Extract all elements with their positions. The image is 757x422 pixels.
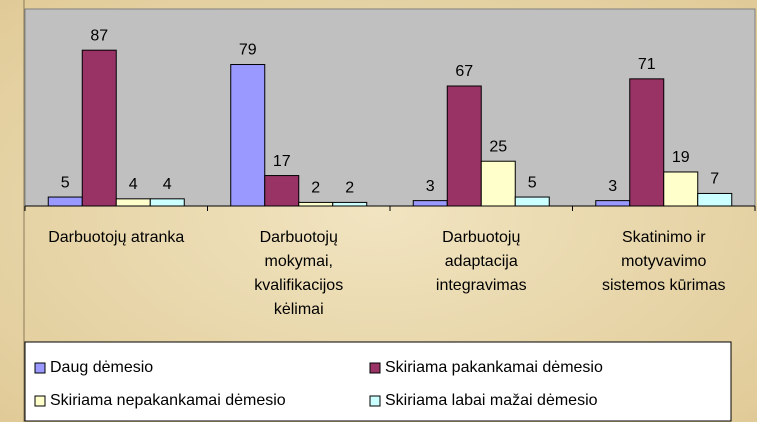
bar xyxy=(595,200,631,207)
data-label: 79 xyxy=(239,42,257,59)
bar xyxy=(298,201,334,207)
legend-swatch xyxy=(369,362,381,374)
data-label: 5 xyxy=(61,174,70,191)
bar xyxy=(514,196,550,207)
data-label: 17 xyxy=(273,153,291,170)
bar xyxy=(480,160,516,207)
data-label: 3 xyxy=(426,178,435,195)
bar xyxy=(115,198,151,207)
bar xyxy=(697,192,733,207)
data-label: 87 xyxy=(90,27,108,44)
legend-swatch xyxy=(34,362,46,374)
data-label: 25 xyxy=(489,138,507,155)
x-tick-label: Darbuotojų atranka xyxy=(48,229,184,246)
bar xyxy=(81,49,117,207)
data-label: 7 xyxy=(710,171,719,188)
data-label: 2 xyxy=(345,180,354,197)
legend-swatch xyxy=(34,395,46,407)
data-label: 67 xyxy=(455,63,473,80)
bar xyxy=(332,201,368,207)
x-tick-label: adaptacija xyxy=(445,253,518,270)
x-tick-label: Darbuotojų xyxy=(442,229,520,246)
legend-label: Skiriama pakankamai dėmesio xyxy=(385,359,603,376)
data-label: 4 xyxy=(163,176,172,193)
x-tick-label: Darbuotojų xyxy=(260,229,338,246)
legend-label: Skiriama labai mažai dėmesio xyxy=(385,392,598,409)
x-tick-label: Skatinimo ir xyxy=(622,229,706,246)
bar xyxy=(264,175,300,207)
data-label: 5 xyxy=(528,174,537,191)
bar xyxy=(47,196,83,207)
x-tick-label: motyvavimo xyxy=(621,253,706,270)
data-label: 4 xyxy=(129,176,138,193)
x-tick-label: kvalifikacijos xyxy=(254,277,343,294)
data-label: 19 xyxy=(672,149,690,166)
bar xyxy=(230,64,266,207)
bar xyxy=(663,171,699,207)
legend-swatch xyxy=(369,395,381,407)
bar xyxy=(446,85,482,207)
legend-box xyxy=(24,341,732,422)
bar xyxy=(412,200,448,207)
bar xyxy=(149,198,185,207)
data-label: 2 xyxy=(311,180,320,197)
x-tick-label: mokymai, xyxy=(265,253,333,270)
legend-label: Daug dėmesio xyxy=(50,359,153,376)
x-tick-label: kėlimai xyxy=(274,301,324,318)
data-label: 71 xyxy=(638,56,656,73)
data-label: 3 xyxy=(608,178,617,195)
x-tick-label: sistemos kūrimas xyxy=(602,277,726,294)
bar xyxy=(629,78,665,207)
x-tick-label: integravimas xyxy=(436,277,527,294)
legend-label: Skiriama nepakankamai dėmesio xyxy=(50,392,286,409)
